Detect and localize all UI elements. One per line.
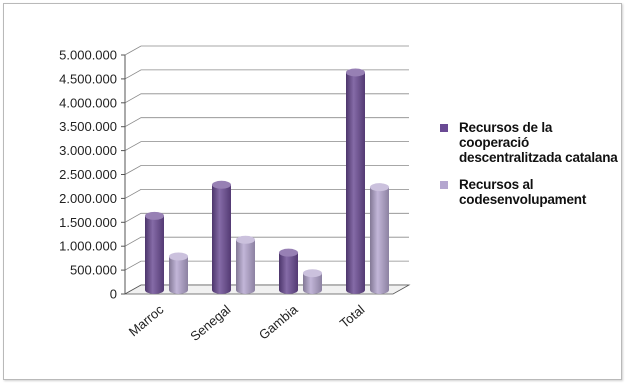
gridlines (124, 45, 409, 295)
y-tick-labels: 5.000.000 4.500.000 4.000.000 3.500.000 3.00… (59, 48, 117, 302)
bar-cap (169, 252, 188, 261)
bar-body (346, 72, 365, 294)
x-tick-label: Senegal (187, 302, 233, 344)
bar-senegal-series-2 (236, 235, 255, 294)
bar-body (279, 252, 298, 294)
x-tick-label: Total (337, 302, 368, 331)
y-tick-label: 3.000.000 (59, 143, 117, 158)
bar-cap (346, 68, 365, 77)
legend-swatch-series-2 (440, 181, 448, 189)
bar-cap (236, 235, 255, 244)
gridline (124, 117, 409, 128)
legend-label-series-2: Recursos al codesenvolupament (459, 177, 587, 207)
y-tick-label: 1.000.000 (59, 239, 117, 254)
y-tick-label: 500.000 (70, 263, 117, 278)
y-tick-label: 3.500.000 (59, 119, 117, 134)
bar-gambia-series-2 (303, 269, 322, 294)
y-tick-label: 2.500.000 (59, 167, 117, 182)
legend-swatch-series-1 (440, 124, 448, 132)
gridline (124, 69, 409, 80)
bar-body (236, 239, 255, 294)
x-tick-label: Gambia (256, 301, 301, 342)
bar-total-series-1 (346, 68, 365, 294)
gridline (124, 141, 409, 151)
bars (145, 68, 389, 294)
y-tick-label: 5.000.000 (59, 48, 117, 63)
bar-cap (303, 269, 322, 278)
gridline (124, 45, 409, 56)
gridline (124, 93, 409, 104)
x-tick-label: Marroc (126, 301, 167, 339)
gridline (124, 165, 409, 175)
y-tick-label: 2.000.000 (59, 191, 117, 206)
bar-cap (145, 211, 164, 220)
legend-item-series-2: Recursos al codesenvolupament (440, 177, 618, 207)
gridline (124, 260, 409, 271)
y-tick-label: 4.500.000 (59, 71, 117, 86)
bar-senegal-series-1 (212, 180, 231, 294)
bar-body (370, 187, 389, 294)
bar-body (145, 215, 164, 294)
chart-floor (123, 284, 411, 295)
legend-item-series-1: Recursos de la cooperació descentralitza… (440, 120, 618, 165)
bar-cap (212, 180, 231, 189)
gridline (124, 236, 409, 247)
legend-label-series-1: Recursos de la cooperació descentralitza… (459, 120, 618, 165)
bar-cap (279, 248, 298, 257)
axes (121, 54, 411, 295)
x-tick-labels: Marroc Senegal Gambia Total (126, 301, 368, 344)
bar-body (212, 184, 231, 294)
bar-marroc-series-2 (169, 252, 188, 294)
bar-total-series-2 (370, 183, 389, 294)
y-tick-label: 0 (110, 287, 117, 302)
bar-marroc-series-1 (145, 211, 164, 294)
y-tick-label: 4.000.000 (59, 95, 117, 110)
bar-cap (370, 183, 389, 192)
gridline (124, 212, 409, 223)
legend: Recursos de la cooperació descentralitza… (440, 120, 618, 219)
bar-gambia-series-1 (279, 248, 298, 294)
gridline (124, 188, 409, 199)
bar-body (303, 273, 322, 294)
y-tick-label: 1.500.000 (59, 215, 117, 230)
bar-body (169, 256, 188, 294)
